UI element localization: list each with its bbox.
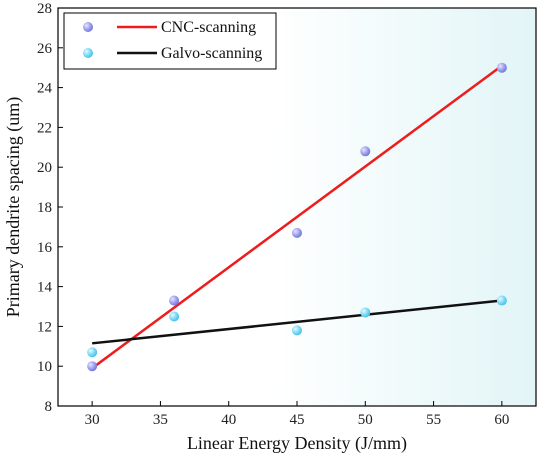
legend-marker-galvo bbox=[83, 48, 93, 58]
y-tick-label: 8 bbox=[45, 399, 53, 415]
data-point-cnc bbox=[292, 227, 302, 238]
x-axis: 30 35 40 45 50 55 60 bbox=[85, 401, 509, 428]
data-point-cnc bbox=[360, 146, 371, 157]
data-point-galvo bbox=[169, 311, 180, 322]
fit-lines bbox=[91, 64, 503, 370]
legend-label-galvo: Galvo-scanning bbox=[161, 45, 262, 62]
y-tick-label: 24 bbox=[37, 81, 53, 97]
fit-line-cnc bbox=[91, 64, 503, 370]
y-tick-label: 28 bbox=[37, 1, 52, 17]
legend: CNC-scanning Galvo-scanning bbox=[63, 12, 277, 70]
legend-marker-cnc bbox=[83, 22, 93, 32]
y-tick-label: 20 bbox=[37, 160, 52, 176]
legend-label-cnc: CNC-scanning bbox=[161, 19, 256, 36]
y-tick-label: 12 bbox=[37, 319, 52, 335]
data-points bbox=[87, 62, 507, 372]
y-tick-label: 22 bbox=[37, 120, 52, 136]
data-point-galvo bbox=[360, 307, 371, 318]
y-tick-label: 26 bbox=[37, 41, 53, 57]
x-axis-title: Linear Energy Density (J/mm) bbox=[187, 433, 407, 454]
y-axis-title: Primary dendrite spacing (um) bbox=[3, 97, 24, 317]
x-tick-label: 55 bbox=[426, 412, 441, 428]
legend-box bbox=[63, 12, 277, 70]
x-tick-label: 45 bbox=[290, 412, 305, 428]
y-axis: 8 10 12 14 16 18 20 22 24 26 28 bbox=[37, 1, 63, 415]
y-tick-label: 16 bbox=[37, 240, 53, 256]
data-point-cnc bbox=[496, 62, 507, 73]
y-tick-label: 18 bbox=[37, 200, 52, 216]
data-point-galvo bbox=[292, 325, 302, 336]
fit-line-galvo bbox=[92, 299, 502, 345]
x-tick-label: 50 bbox=[358, 412, 373, 428]
x-tick-label: 35 bbox=[153, 412, 168, 428]
data-point-galvo bbox=[496, 295, 507, 306]
y-tick-label: 10 bbox=[37, 359, 52, 375]
x-tick-label: 60 bbox=[494, 412, 509, 428]
data-point-galvo bbox=[87, 347, 98, 358]
x-tick-label: 40 bbox=[221, 412, 236, 428]
data-point-cnc bbox=[169, 295, 180, 306]
y-tick-label: 14 bbox=[37, 280, 53, 296]
data-point-cnc bbox=[87, 361, 98, 372]
x-tick-label: 30 bbox=[85, 412, 100, 428]
